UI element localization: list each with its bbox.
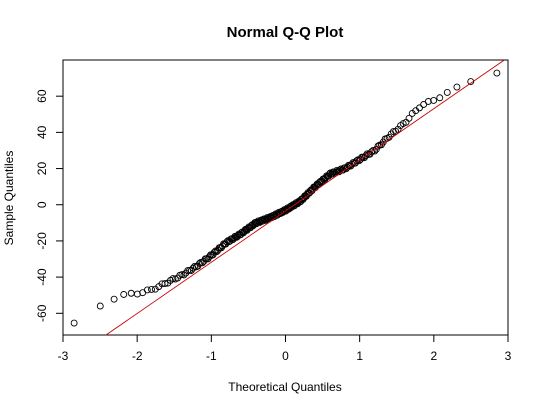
chart-title: Normal Q-Q Plot — [227, 24, 344, 41]
y-tick-label: -60 — [35, 304, 49, 322]
plot-frame — [62, 59, 509, 336]
y-tick-label: -20 — [35, 232, 49, 250]
y-tick-label: 40 — [35, 125, 49, 139]
y-tick-label: 20 — [35, 162, 49, 176]
data-point — [180, 271, 188, 279]
data-point — [70, 319, 78, 327]
x-tick-label: 1 — [356, 349, 363, 363]
data-point — [143, 286, 151, 294]
data-point — [430, 96, 438, 104]
y-axis-label: Sample Quantiles — [2, 151, 16, 246]
data-point — [424, 98, 432, 105]
data-point — [127, 289, 135, 297]
y-tick-label: 0 — [35, 201, 49, 208]
data-point — [161, 280, 169, 287]
y-tick-label: 60 — [35, 89, 49, 103]
data-point — [148, 286, 155, 293]
data-point — [416, 104, 423, 112]
reference-line — [105, 59, 505, 336]
data-point — [96, 302, 104, 310]
data-point — [110, 295, 118, 303]
data-point — [120, 291, 128, 298]
x-tick-label: 0 — [282, 349, 289, 363]
data-point — [443, 89, 451, 96]
x-tick-label: 2 — [430, 349, 437, 363]
data-point — [353, 157, 361, 165]
data-point — [195, 259, 203, 267]
x-tick-label: -1 — [206, 349, 217, 363]
y-tick-label: -40 — [35, 268, 49, 286]
data-point — [372, 145, 380, 153]
x-axis-label: Theoretical Quantiles — [228, 380, 341, 394]
data-point — [169, 275, 177, 283]
y-axis: -60 -40 -20 0 20 40 60 — [35, 89, 63, 322]
data-point — [374, 142, 382, 150]
x-tick-label: -2 — [132, 349, 143, 363]
x-tick-label: 3 — [505, 349, 512, 363]
x-tick-label: -3 — [58, 349, 69, 363]
data-point — [213, 248, 221, 256]
data-point — [392, 127, 400, 135]
data-point — [453, 83, 461, 91]
data-point — [493, 69, 501, 77]
data-point — [436, 94, 444, 102]
x-axis: -3 -2 -1 0 1 2 3 — [58, 335, 512, 363]
data-point — [405, 114, 413, 122]
data-points — [70, 69, 501, 327]
